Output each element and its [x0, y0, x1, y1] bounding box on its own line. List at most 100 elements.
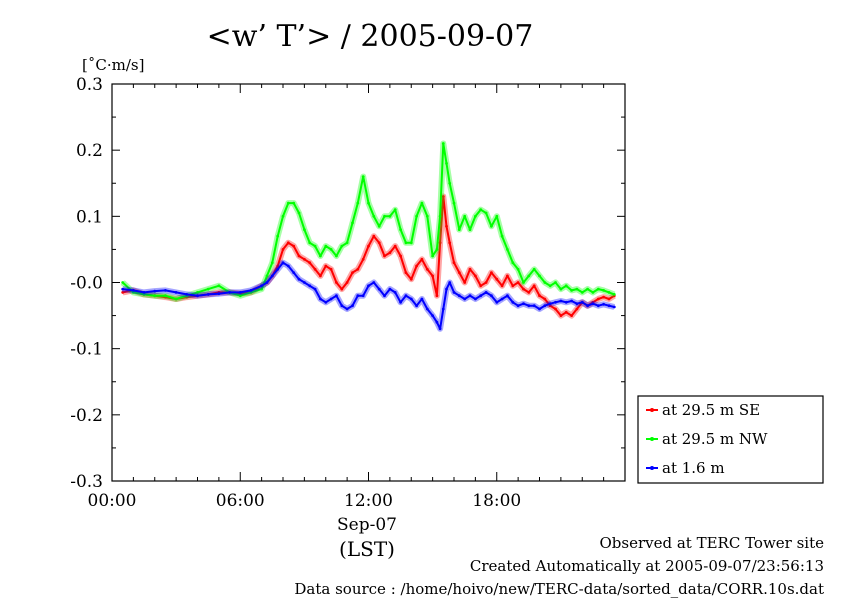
chart-title: <w’ T’> / 2005-09-07	[207, 19, 534, 54]
y-tick-label: 0.2	[76, 141, 103, 161]
data-point	[596, 287, 600, 291]
data-point	[409, 277, 413, 281]
data-point	[324, 264, 328, 268]
legend: at 29.5 m SE at 29.5 m NW at 1.6 m	[637, 395, 824, 484]
legend-marker	[650, 437, 654, 441]
x-axis-date: Sep-07	[337, 515, 397, 535]
data-point	[345, 241, 349, 245]
data-point	[153, 294, 157, 298]
data-point	[438, 327, 442, 331]
data-point	[580, 291, 584, 294]
data-point	[452, 261, 456, 265]
data-point	[570, 299, 573, 303]
data-point	[522, 302, 525, 306]
data-point	[276, 234, 280, 238]
data-point	[474, 274, 477, 278]
x-tick-label: 06:00	[216, 491, 265, 511]
data-point	[249, 289, 253, 292]
data-point	[185, 293, 189, 296]
data-point	[260, 284, 263, 288]
data-point	[463, 281, 467, 284]
data-point	[527, 274, 531, 278]
data-point	[404, 241, 408, 245]
data-point	[174, 297, 178, 301]
data-point	[522, 281, 525, 284]
y-axis: 0.3 0.2 0.1 -0.0 -0.1 -0.2 -0.3	[70, 75, 625, 492]
y-tick-label: -0.2	[70, 406, 103, 426]
data-point	[313, 267, 317, 271]
data-point	[420, 201, 424, 205]
data-point	[238, 291, 242, 294]
data-point	[409, 297, 413, 301]
data-point	[196, 291, 199, 294]
legend-label: at 1.6 m	[662, 459, 725, 477]
data-point	[602, 295, 605, 299]
data-point	[448, 241, 452, 245]
data-point	[554, 300, 557, 304]
data-point	[281, 214, 285, 218]
data-point	[308, 241, 312, 245]
x-tick-label: 12:00	[344, 491, 393, 511]
data-point	[329, 297, 333, 301]
data-point	[431, 254, 434, 258]
data-point	[142, 293, 146, 296]
data-point	[506, 248, 509, 251]
data-point	[559, 287, 563, 291]
data-point	[435, 294, 439, 298]
data-point	[377, 287, 381, 291]
data-point	[372, 281, 376, 284]
data-point	[265, 281, 269, 284]
data-point	[559, 299, 563, 303]
data-point	[575, 302, 579, 306]
y-tick-label: 0.1	[76, 207, 103, 227]
data-point	[351, 304, 354, 308]
data-point	[516, 281, 520, 284]
data-point	[270, 261, 274, 265]
data-point	[351, 271, 354, 274]
data-point	[438, 214, 442, 218]
data-point	[435, 248, 439, 251]
data-point	[228, 291, 232, 294]
data-point	[415, 264, 418, 268]
data-point	[538, 274, 541, 278]
data-point	[511, 300, 515, 304]
data-point	[356, 267, 360, 271]
data-point	[308, 261, 312, 265]
data-point	[372, 234, 376, 238]
data-point	[448, 181, 452, 185]
legend-label: at 29.5 m SE	[662, 401, 760, 419]
data-point	[543, 304, 547, 308]
data-point	[490, 294, 493, 298]
data-point	[586, 304, 589, 308]
data-point	[372, 214, 376, 218]
data-point	[345, 281, 349, 284]
data-point	[554, 307, 557, 311]
data-point	[361, 294, 365, 298]
data-point	[345, 307, 349, 311]
data-point	[399, 254, 402, 258]
data-point	[292, 244, 296, 248]
data-point	[602, 302, 605, 306]
data-point	[500, 297, 504, 301]
data-point	[431, 314, 434, 317]
data-point	[340, 244, 344, 248]
data-point	[495, 214, 499, 218]
data-point	[313, 244, 317, 248]
data-point	[324, 300, 328, 304]
data-point	[356, 294, 360, 298]
y-axis-label: [˚C·m/s]	[82, 56, 144, 74]
data-point	[452, 201, 456, 205]
data-point	[490, 271, 493, 274]
data-point	[596, 297, 600, 301]
data-point	[393, 244, 397, 248]
data-point	[500, 284, 504, 288]
data-point	[351, 221, 354, 225]
footer-created: Created Automatically at 2005-09-07/23:5…	[469, 557, 824, 575]
data-point	[463, 214, 467, 218]
data-point	[276, 264, 280, 268]
data-point	[602, 289, 605, 292]
data-point	[457, 228, 461, 232]
data-point	[286, 201, 290, 205]
series-layer	[120, 140, 616, 332]
